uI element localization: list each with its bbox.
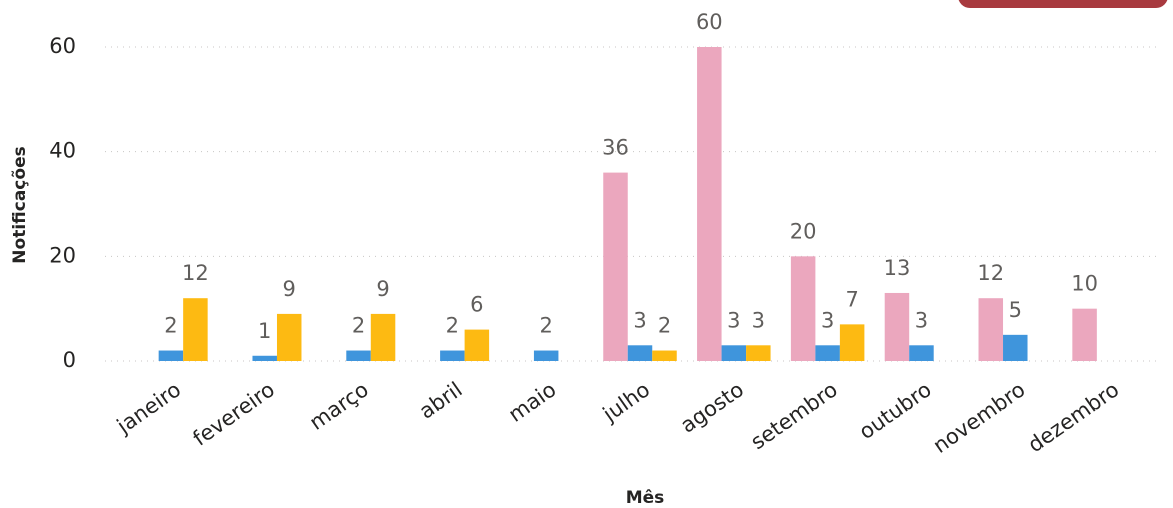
data-label: 13 xyxy=(884,256,911,280)
x-tick-label: fevereiro xyxy=(189,377,279,450)
x-axis-title: Mês xyxy=(626,488,665,508)
data-label: 2 xyxy=(539,314,552,338)
bar xyxy=(603,172,628,361)
bar xyxy=(815,345,840,361)
data-label: 3 xyxy=(915,308,928,332)
x-tick-label: setembro xyxy=(746,377,842,454)
data-label: 1 xyxy=(258,319,271,343)
bar xyxy=(790,256,816,361)
data-label: 9 xyxy=(283,277,296,301)
data-label: 3 xyxy=(752,308,765,332)
bar xyxy=(652,350,677,361)
bar xyxy=(839,324,865,361)
data-label: 60 xyxy=(696,10,723,34)
bar xyxy=(1072,308,1097,361)
y-tick-label: 60 xyxy=(49,34,76,58)
data-label: 3 xyxy=(633,308,646,332)
data-label: 6 xyxy=(470,293,483,317)
data-label: 2 xyxy=(352,314,365,338)
data-label: 2 xyxy=(164,314,177,338)
x-tick-label: maio xyxy=(504,377,560,426)
bar xyxy=(884,292,910,361)
bar xyxy=(346,350,371,361)
bar xyxy=(533,350,559,361)
bar xyxy=(370,313,396,361)
x-tick-label: outubro xyxy=(855,377,936,444)
bar xyxy=(909,345,934,361)
x-tick-label: julho xyxy=(598,377,654,427)
bar xyxy=(978,298,1004,361)
data-label: 36 xyxy=(602,136,629,160)
x-tick-label: dezembro xyxy=(1024,377,1124,457)
bar xyxy=(746,345,771,361)
data-label: 5 xyxy=(1009,298,1022,322)
bar xyxy=(627,345,653,361)
data-label: 10 xyxy=(1071,272,1098,296)
x-tick-label: agosto xyxy=(676,377,748,437)
data-label: 3 xyxy=(727,308,740,332)
y-tick-label: 20 xyxy=(49,243,76,267)
bar xyxy=(252,355,277,361)
bar xyxy=(1003,334,1028,361)
data-label: 2 xyxy=(658,314,671,338)
bar xyxy=(464,329,490,361)
bar xyxy=(440,350,465,361)
bar xyxy=(721,345,747,361)
data-label: 2 xyxy=(446,314,459,338)
x-tick-label: janeiro xyxy=(112,377,185,438)
x-tick-label: março xyxy=(305,377,373,434)
data-label: 3 xyxy=(821,308,834,332)
x-tick-label: abril xyxy=(415,377,467,423)
bar xyxy=(276,313,302,361)
data-label: 12 xyxy=(977,261,1004,285)
data-label: 9 xyxy=(376,277,389,301)
data-label: 7 xyxy=(845,287,858,311)
bar xyxy=(183,298,208,361)
bar xyxy=(697,47,722,361)
header-button[interactable] xyxy=(958,0,1168,8)
data-label: 12 xyxy=(182,261,209,285)
x-tick-label: novembro xyxy=(929,377,1030,458)
y-tick-label: 0 xyxy=(63,348,76,372)
y-tick-label: 40 xyxy=(49,139,76,163)
data-label: 20 xyxy=(790,219,817,243)
y-axis-title: Notificações xyxy=(10,146,30,263)
bar xyxy=(158,350,184,361)
